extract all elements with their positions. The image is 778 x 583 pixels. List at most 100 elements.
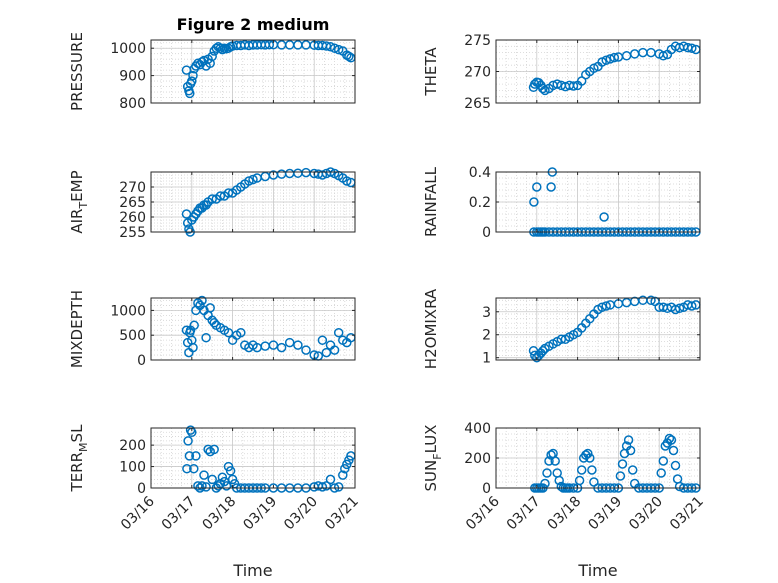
x-tick-label: 03/18: [200, 494, 240, 534]
data-point: [583, 448, 593, 459]
data-point: [223, 188, 234, 198]
data-point: [264, 39, 275, 50]
x-axis-label: Time: [577, 561, 617, 580]
data-point: [301, 345, 311, 355]
x-axis-label: Time: [232, 561, 272, 580]
axes-box: [495, 297, 701, 361]
subplot-1: 800 900 1000 PRESSURE Figure 2 medium: [68, 15, 356, 112]
y-axis-label: RAINFALL: [422, 166, 440, 237]
data-point: [601, 301, 611, 311]
figure-title: Figure 2 medium: [177, 15, 330, 34]
data-point: [189, 320, 199, 331]
data-points: [181, 39, 356, 99]
data-point: [188, 342, 198, 353]
data-point: [666, 435, 677, 445]
data-point: [187, 76, 197, 86]
data-point: [248, 174, 258, 185]
data-point: [329, 43, 340, 53]
data-point: [329, 345, 340, 355]
data-point: [182, 463, 192, 474]
data-point: [207, 474, 217, 485]
data-point: [321, 347, 332, 358]
x-tick-label: 03/16: [118, 493, 158, 533]
data-point: [538, 83, 548, 94]
data-point: [658, 456, 669, 466]
data-point: [668, 445, 679, 456]
data-point: [244, 176, 254, 186]
data-point: [203, 444, 213, 455]
data-points: [528, 295, 701, 363]
y-tick-label: 200: [119, 438, 146, 454]
data-point: [225, 466, 236, 476]
data-point: [191, 451, 201, 461]
y-tick-label: 0: [137, 481, 146, 497]
y-axis-label: MIXDEPTH: [68, 290, 86, 368]
y-tick-label: 900: [119, 69, 146, 85]
data-point: [268, 340, 279, 350]
y-tick-label: 265: [464, 96, 491, 112]
data-point: [183, 436, 193, 446]
data-point: [209, 444, 219, 455]
data-point: [623, 435, 634, 445]
subplot-6: 1 2 3 H2OMIXRA: [422, 288, 701, 369]
data-point: [658, 51, 669, 61]
data-point: [207, 51, 217, 62]
data-point: [188, 70, 198, 81]
data-point: [325, 42, 336, 52]
data-point: [576, 465, 587, 475]
data-point: [276, 342, 287, 353]
data-point: [201, 332, 211, 343]
y-tick-label: 3: [482, 305, 491, 321]
y-tick-label: 200: [464, 451, 491, 467]
data-point: [609, 52, 620, 63]
data-point: [568, 81, 579, 91]
data-point: [550, 456, 560, 466]
y-tick-label: 260: [119, 210, 146, 226]
data-point: [646, 295, 656, 306]
data-point: [333, 482, 344, 492]
y-tick-label: 0.2: [469, 195, 491, 211]
data-points: [181, 295, 356, 361]
data-points: [181, 167, 356, 237]
data-point: [687, 301, 697, 311]
data-point: [670, 304, 681, 315]
y-tick-label: 100: [119, 460, 146, 476]
y-axis-label: PRESSURE: [68, 32, 86, 111]
data-point: [317, 482, 328, 492]
subplot-8: 0 200 400 03/16 03/17 03/18 03/19 03/20 03/21 SUN…: [422, 421, 707, 580]
y-tick-label: 500: [119, 328, 146, 344]
x-tick-label: 03/19: [240, 494, 280, 534]
data-point: [627, 465, 638, 475]
y-tick-label: 265: [119, 195, 146, 211]
x-tick-label: 03/20: [281, 494, 321, 534]
data-point: [344, 51, 354, 62]
y-tick-label: 400: [464, 421, 491, 437]
y-tick-label: 800: [119, 96, 146, 112]
data-point: [542, 468, 552, 478]
y-axis-label: H2OMIXRA: [422, 288, 440, 369]
data-point: [293, 340, 303, 350]
data-point: [625, 445, 636, 456]
x-tick-label: 03/19: [585, 494, 625, 534]
data-point: [532, 182, 542, 192]
data-point: [601, 55, 611, 65]
data-point: [664, 433, 675, 444]
data-point: [184, 451, 195, 461]
data-point: [223, 327, 234, 338]
data-point: [199, 470, 209, 480]
data-point: [189, 463, 199, 474]
data-point: [333, 44, 344, 55]
data-point: [185, 88, 195, 99]
data-point: [197, 295, 207, 306]
data-point: [529, 197, 539, 207]
data-point: [552, 79, 562, 89]
data-point: [617, 459, 628, 469]
data-point: [284, 337, 295, 348]
x-tick-label: 03/17: [159, 494, 199, 534]
data-point: [205, 303, 215, 313]
data-point: [201, 482, 211, 492]
y-tick-label: 255: [119, 225, 146, 241]
data-point: [325, 474, 336, 485]
y-tick-label: 1000: [110, 303, 146, 319]
